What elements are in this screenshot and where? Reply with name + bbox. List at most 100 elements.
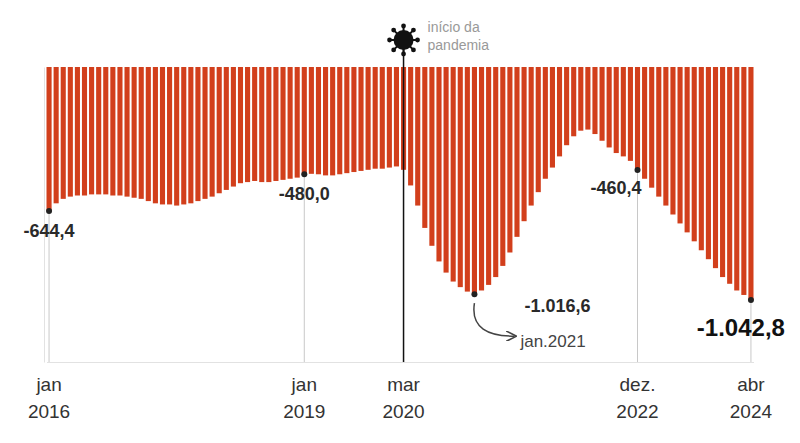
virus-knob <box>391 47 396 52</box>
x-tick-label: jan2019 <box>283 374 325 422</box>
bar <box>103 67 108 194</box>
annotation: jan.2021 <box>519 332 585 351</box>
data-label: -644,4 <box>24 221 75 241</box>
bar <box>585 67 590 130</box>
bar <box>110 67 115 196</box>
bar <box>592 67 597 134</box>
bar <box>167 67 172 204</box>
bar <box>649 67 654 188</box>
x-tick-label-line: abr <box>737 374 765 395</box>
bar <box>500 67 505 266</box>
bar <box>543 67 548 179</box>
bar <box>252 67 257 181</box>
bar <box>422 67 427 228</box>
bar <box>451 67 456 282</box>
bar <box>366 67 371 170</box>
bar <box>706 67 711 259</box>
bar <box>387 67 392 168</box>
bar <box>302 67 307 174</box>
bar <box>245 67 250 182</box>
bar <box>373 67 378 169</box>
bar <box>600 67 605 141</box>
bar <box>82 67 87 196</box>
bar <box>727 67 732 284</box>
x-tick-label: abr2024 <box>730 374 773 422</box>
bar <box>564 67 569 145</box>
bar <box>663 67 668 206</box>
y-axis-line <box>44 68 45 363</box>
tick-line <box>637 170 638 362</box>
bar <box>536 67 541 192</box>
label-dot <box>46 208 52 214</box>
bar <box>677 67 682 223</box>
bar <box>344 67 349 173</box>
bar <box>231 67 236 187</box>
bar <box>309 67 314 174</box>
bar <box>266 67 271 182</box>
bar <box>337 67 342 174</box>
x-tick: jan 2016 <box>28 211 70 422</box>
virus-knob <box>401 24 406 29</box>
bar <box>124 67 129 197</box>
bar <box>522 67 527 221</box>
bar <box>316 67 321 174</box>
bar <box>132 67 137 198</box>
bar <box>734 67 739 290</box>
x-tick-label-line: jan <box>35 374 61 395</box>
bar <box>330 67 335 175</box>
bar <box>436 67 441 261</box>
x-tick-label-line: 2016 <box>28 401 70 422</box>
bar <box>224 67 229 190</box>
x-tick-label: dez.2022 <box>616 374 658 422</box>
bar <box>139 67 144 199</box>
label-dot <box>635 167 641 173</box>
bar <box>238 67 243 183</box>
x-tick-label-line: mar <box>387 374 420 395</box>
bar <box>685 67 690 232</box>
x-tick-label: jan 2016 <box>28 374 70 422</box>
bar <box>202 67 207 199</box>
data-label: -1.042,8 <box>697 314 785 341</box>
bar <box>628 67 633 161</box>
virus-body <box>394 30 414 50</box>
bar <box>614 67 619 153</box>
bar <box>259 67 264 182</box>
bar <box>670 67 675 215</box>
bar <box>635 67 640 170</box>
bar <box>486 67 491 285</box>
x-tick-label-line: 2019 <box>283 401 325 422</box>
bar <box>380 67 385 169</box>
bar <box>181 67 186 204</box>
bar <box>514 67 519 237</box>
virus-knob <box>391 28 396 33</box>
data-label: -480,0 <box>279 184 330 204</box>
bar <box>210 67 215 197</box>
chart: jan2016jan2019mar2020dez.2022abr2024iníc… <box>0 0 800 443</box>
bar <box>578 67 583 131</box>
x-tick-label: mar2020 <box>382 374 424 422</box>
annotation-arrow <box>474 303 515 336</box>
pandemic-line <box>403 40 405 362</box>
bar <box>61 67 66 199</box>
y-axis <box>44 68 45 363</box>
bar <box>408 67 413 185</box>
bar <box>493 67 498 277</box>
virus-knob <box>401 52 406 57</box>
bar <box>741 67 746 295</box>
bar <box>479 67 484 290</box>
bar <box>394 67 399 166</box>
bar <box>295 67 300 178</box>
bar <box>472 67 477 294</box>
bar <box>288 67 293 179</box>
bar <box>358 67 363 171</box>
bar <box>748 67 753 300</box>
bar <box>429 67 434 246</box>
x-tick: dez.2022 <box>616 170 658 422</box>
bar <box>195 67 200 201</box>
bar <box>720 67 725 277</box>
bar <box>458 67 463 287</box>
bar <box>117 67 122 196</box>
virus-knob <box>415 38 420 43</box>
bar <box>89 67 94 194</box>
bar <box>280 67 285 180</box>
